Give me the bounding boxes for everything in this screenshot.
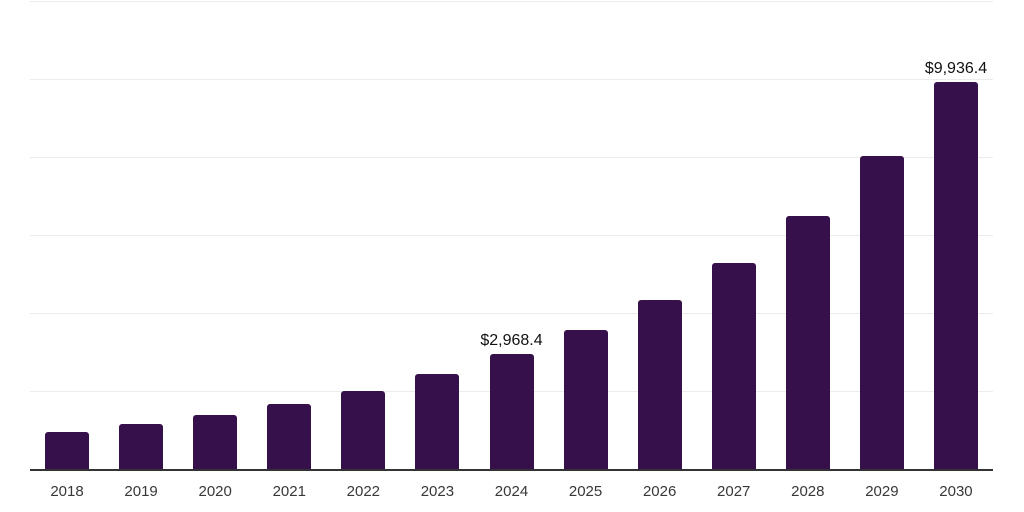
x-axis-labels: 2018 2019 2020 2021 2022 2023 2024 2025 2026 2027… — [30, 481, 993, 507]
x-axis-tick-label-2030: 2030 — [939, 483, 973, 500]
bar-2025 — [563, 329, 608, 470]
gridline-8000 — [30, 157, 993, 158]
bar-2020 — [193, 415, 238, 470]
bar-2029 — [859, 156, 904, 470]
x-axis-tick-label-2020: 2020 — [198, 483, 232, 500]
x-axis-tick-label-2024: 2024 — [494, 483, 529, 500]
bar-2030 — [933, 82, 978, 470]
gridline-10000 — [30, 79, 993, 80]
plot-area: $2,968.4 $9,936.4 — [30, 1, 993, 471]
gridline-12000 — [30, 1, 993, 2]
gridline-4000 — [30, 313, 993, 314]
gridline-6000 — [30, 235, 993, 236]
bar-2021 — [267, 403, 312, 470]
bar-2019 — [119, 424, 164, 470]
x-axis-line — [30, 469, 993, 471]
bar-value-label-2030: $9,936.4 — [924, 60, 988, 78]
bar-value-label-2024: $2,968.4 — [480, 332, 543, 350]
bar-2023 — [415, 374, 460, 470]
x-axis-tick-label-2019: 2019 — [124, 483, 158, 500]
bar-2022 — [341, 391, 386, 470]
x-axis-tick-label-2021: 2021 — [272, 483, 306, 500]
x-axis-tick-label-2028: 2028 — [791, 483, 825, 500]
x-axis-tick-label-2025: 2025 — [568, 483, 603, 500]
bar-2026 — [637, 299, 682, 470]
x-axis-tick-label-2022: 2022 — [346, 483, 381, 500]
x-axis-tick-label-2018: 2018 — [50, 483, 84, 500]
bar-2018 — [45, 431, 90, 470]
bar-2024 — [489, 354, 534, 470]
x-axis-tick-label-2026: 2026 — [642, 483, 677, 500]
bar-2028 — [785, 215, 830, 470]
x-axis-tick-label-2023: 2023 — [420, 483, 455, 500]
bar-2027 — [711, 262, 756, 470]
x-axis-tick-label-2027: 2027 — [717, 483, 751, 500]
x-axis-tick-label-2029: 2029 — [865, 483, 899, 500]
